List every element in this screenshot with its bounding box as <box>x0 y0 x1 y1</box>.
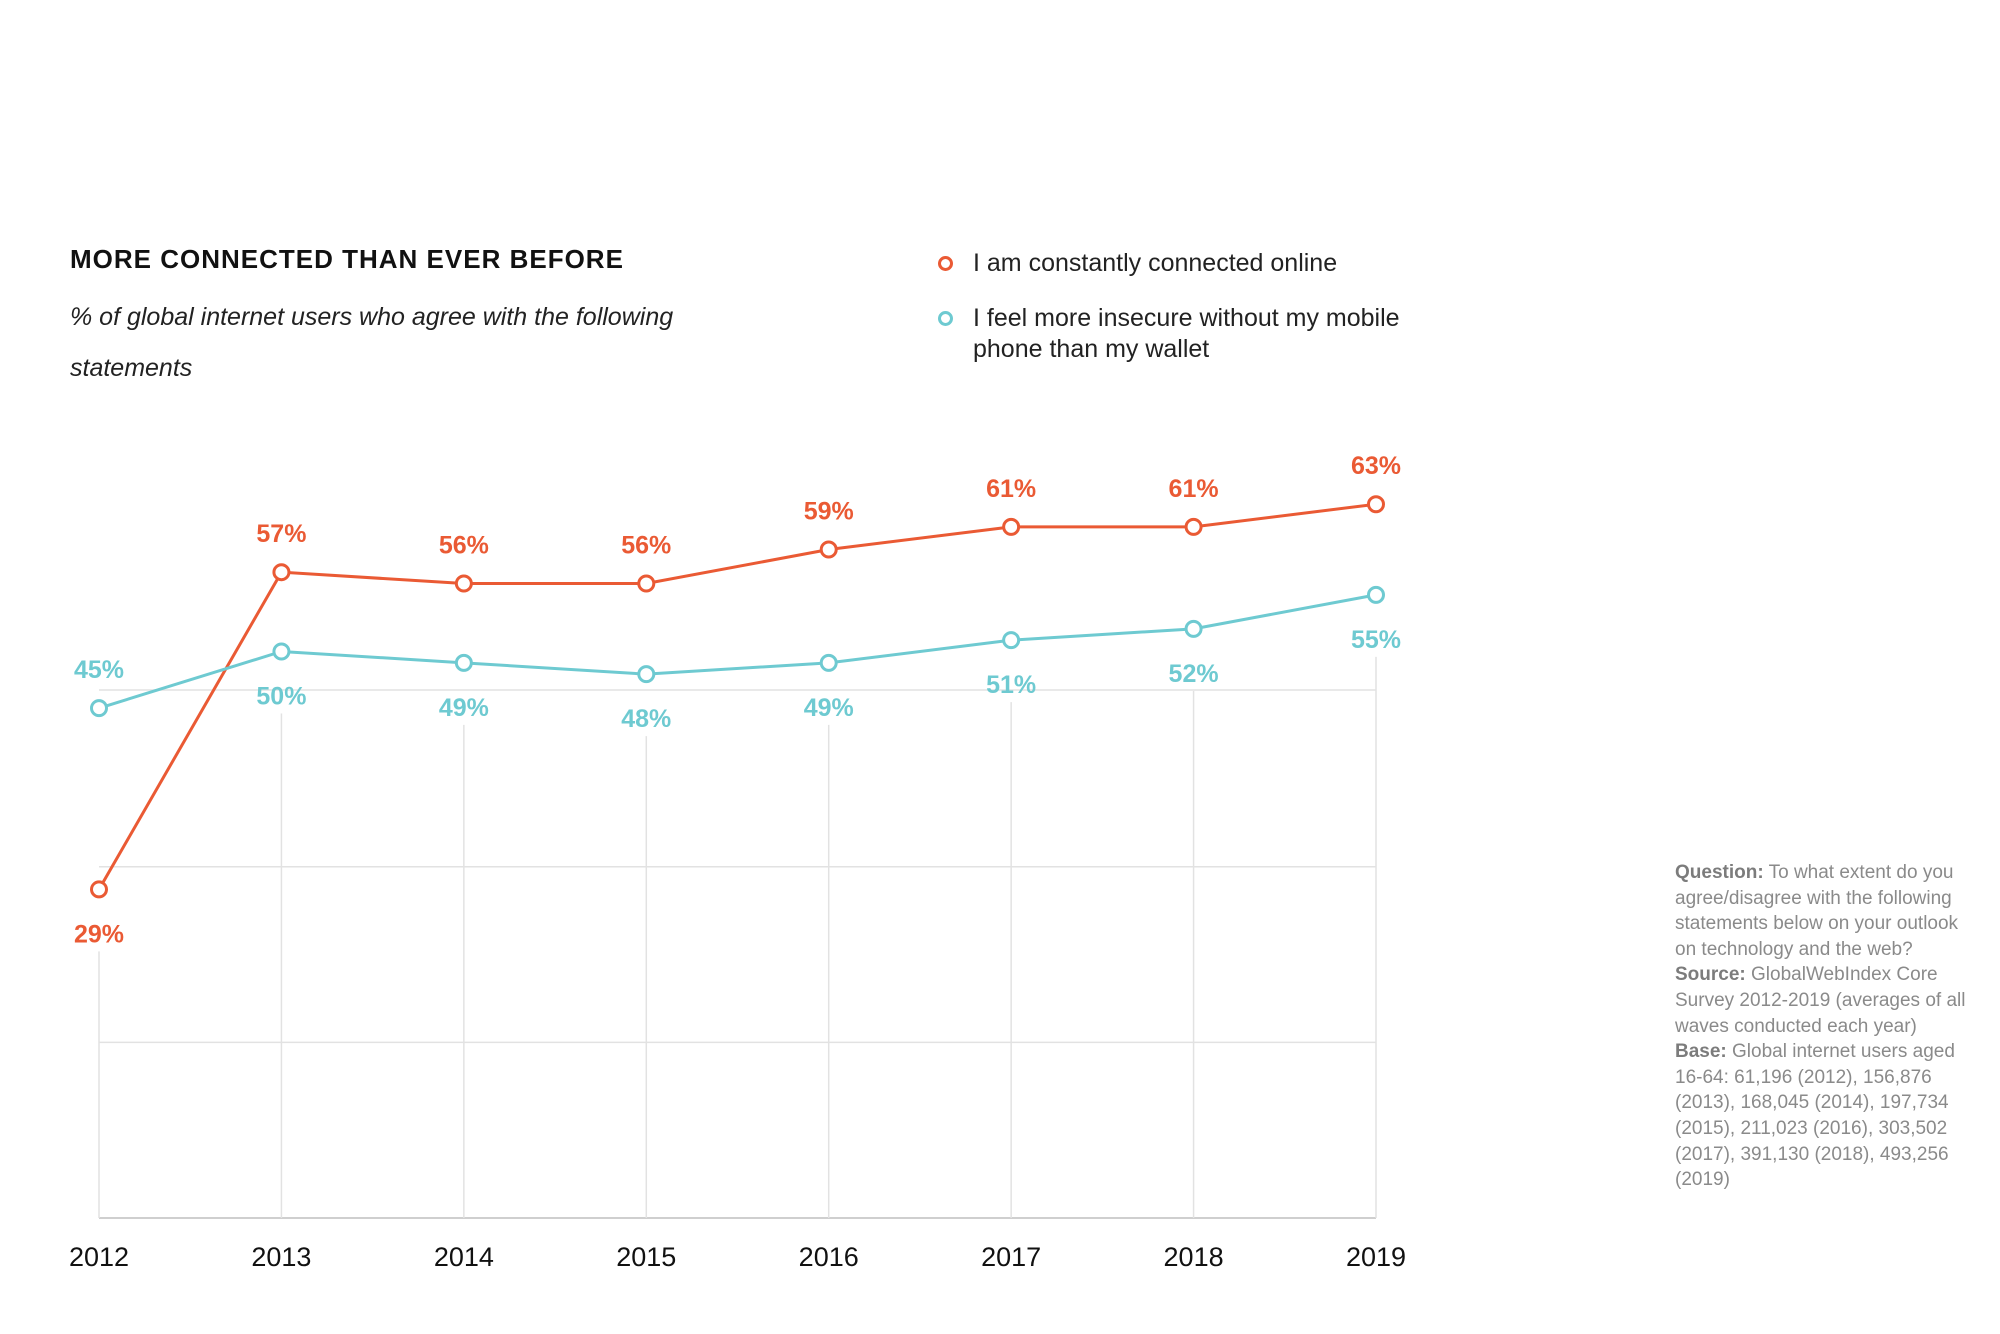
x-tick-label-2017: 2017 <box>981 1242 1041 1272</box>
series-line-insecure <box>98 593 1377 710</box>
data-point-insecure-2015 <box>637 665 656 684</box>
legend-item-connected: I am constantly connected online <box>938 248 1403 279</box>
data-point-connected-2015 <box>637 574 656 593</box>
data-label-connected-2018: 61% <box>1169 475 1219 503</box>
data-label-insecure-2016: 49% <box>804 694 854 722</box>
data-label-insecure-2013: 50% <box>256 683 306 711</box>
data-point-connected-2014 <box>454 574 473 593</box>
data-label-connected-2015: 56% <box>621 532 671 560</box>
chart-title: MORE CONNECTED THAN EVER BEFORE <box>70 244 624 274</box>
data-label-insecure-2018: 52% <box>1169 660 1219 688</box>
data-label-connected-2017: 61% <box>986 475 1036 503</box>
note-base: Base: Global internet users aged 16-64: … <box>1675 1041 1955 1191</box>
data-point-connected-2016 <box>819 540 838 559</box>
data-point-connected-2012 <box>90 880 108 899</box>
legend-label-connected: I am constantly connected online <box>973 249 1338 277</box>
chart-notes: Question: To what extent do you agree/di… <box>1675 860 1975 1193</box>
data-point-connected-2018 <box>1184 517 1203 536</box>
data-point-insecure-2019 <box>1367 585 1385 604</box>
data-point-insecure-2012 <box>90 699 108 718</box>
x-tick-label-2012: 2012 <box>69 1242 129 1272</box>
data-label-connected-2013: 57% <box>256 520 306 548</box>
legend-marker-insecure <box>938 311 953 326</box>
data-label-connected-2016: 59% <box>804 498 854 526</box>
note-source: Source: GlobalWebIndex Core Survey 2012-… <box>1675 964 1966 1037</box>
legend-marker-connected <box>938 256 953 271</box>
data-point-connected-2013 <box>272 563 291 582</box>
x-tick-label-2016: 2016 <box>799 1242 859 1272</box>
x-tick-label-2015: 2015 <box>616 1242 676 1272</box>
data-point-connected-2019 <box>1367 495 1385 514</box>
data-label-insecure-2015: 48% <box>621 705 671 733</box>
x-tick-label-2019: 2019 <box>1346 1242 1406 1272</box>
chart-subtitle: % of global internet users who agree wit… <box>70 303 674 382</box>
data-label-connected-2019: 63% <box>1351 452 1401 480</box>
data-point-connected-2017 <box>1002 517 1021 536</box>
note-question: Question: To what extent do you agree/di… <box>1675 862 1959 960</box>
legend-item-insecure: I feel more insecure without my mobile p… <box>938 303 1403 365</box>
data-point-insecure-2018 <box>1184 619 1203 638</box>
x-tick-label-2014: 2014 <box>434 1242 494 1272</box>
data-point-insecure-2013 <box>272 642 291 661</box>
data-label-connected-2014: 56% <box>439 532 489 560</box>
legend-label-insecure: I feel more insecure without my mobile p… <box>973 304 1400 363</box>
data-point-insecure-2017 <box>1002 631 1021 650</box>
series-line-connected <box>97 502 1377 891</box>
data-label-insecure-2017: 51% <box>986 671 1036 699</box>
data-point-insecure-2016 <box>819 653 838 672</box>
data-point-insecure-2014 <box>454 653 473 672</box>
data-label-connected-2012: 29% <box>74 920 124 948</box>
x-tick-label-2018: 2018 <box>1164 1242 1224 1272</box>
data-label-insecure-2014: 49% <box>439 694 489 722</box>
data-label-insecure-2019: 55% <box>1351 626 1401 654</box>
data-label-insecure-2012: 45% <box>74 656 124 684</box>
x-tick-label-2013: 2013 <box>251 1242 311 1272</box>
